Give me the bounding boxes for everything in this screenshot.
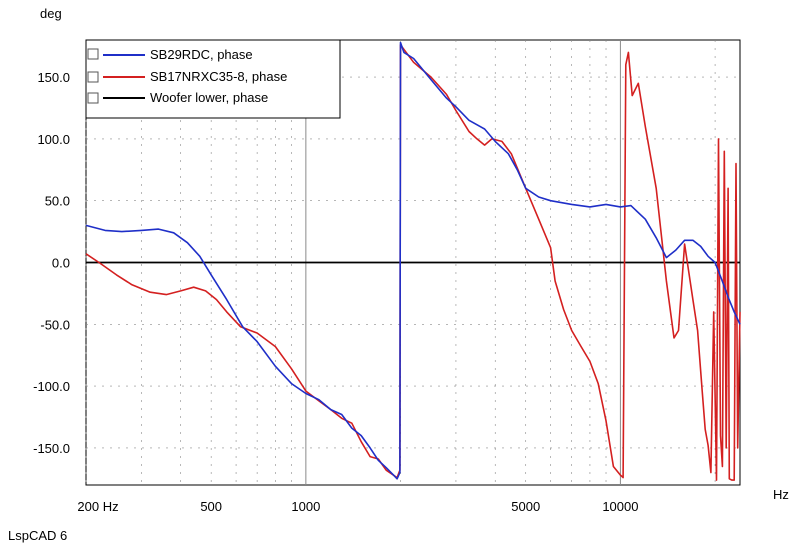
legend-box	[85, 39, 341, 119]
legend-item-woofer-lower[interactable]: Woofer lower, phase	[87, 90, 268, 105]
legend-checkbox[interactable]	[87, 48, 99, 60]
legend: SB29RDC, phase SB17NRXC35-8, phase Woofe…	[85, 39, 341, 119]
y-tick-label: 0.0	[52, 256, 70, 271]
y-tick-label: -150.0	[33, 441, 70, 456]
legend-label: Woofer lower, phase	[150, 90, 268, 105]
y-tick-label: -50.0	[40, 317, 70, 332]
y-tick-label: -100.0	[33, 379, 70, 394]
x-tick-label: 500	[200, 499, 222, 514]
x-tick-label: 200 Hz	[77, 499, 118, 514]
x-axis-unit: Hz	[773, 487, 789, 502]
x-tick-labels: 200 Hz 500 1000 5000 10000	[77, 499, 638, 514]
legend-label: SB29RDC, phase	[150, 47, 253, 62]
series-layer	[85, 41, 741, 481]
y-axis-unit: deg	[40, 6, 62, 21]
x-tick-label: 10000	[602, 499, 638, 514]
legend-checkbox[interactable]	[87, 92, 99, 104]
series-line	[85, 44, 741, 481]
app-footer-label: LspCAD 6	[8, 528, 68, 543]
legend-label: SB17NRXC35-8, phase	[150, 69, 287, 84]
legend-item-sb17nrxc35[interactable]: SB17NRXC35-8, phase	[87, 69, 287, 84]
y-tick-label: 50.0	[45, 194, 70, 209]
legend-checkbox[interactable]	[87, 71, 99, 83]
y-tick-label: 100.0	[37, 132, 70, 147]
legend-item-sb29rdc[interactable]: SB29RDC, phase	[87, 47, 253, 62]
series-line	[85, 41, 741, 480]
x-tick-label: 1000	[291, 499, 320, 514]
x-tick-label: 5000	[511, 499, 540, 514]
y-tick-labels: 150.0 100.0 50.0 0.0 -50.0 -100.0 -150.0	[33, 70, 70, 456]
y-tick-label: 150.0	[37, 70, 70, 85]
